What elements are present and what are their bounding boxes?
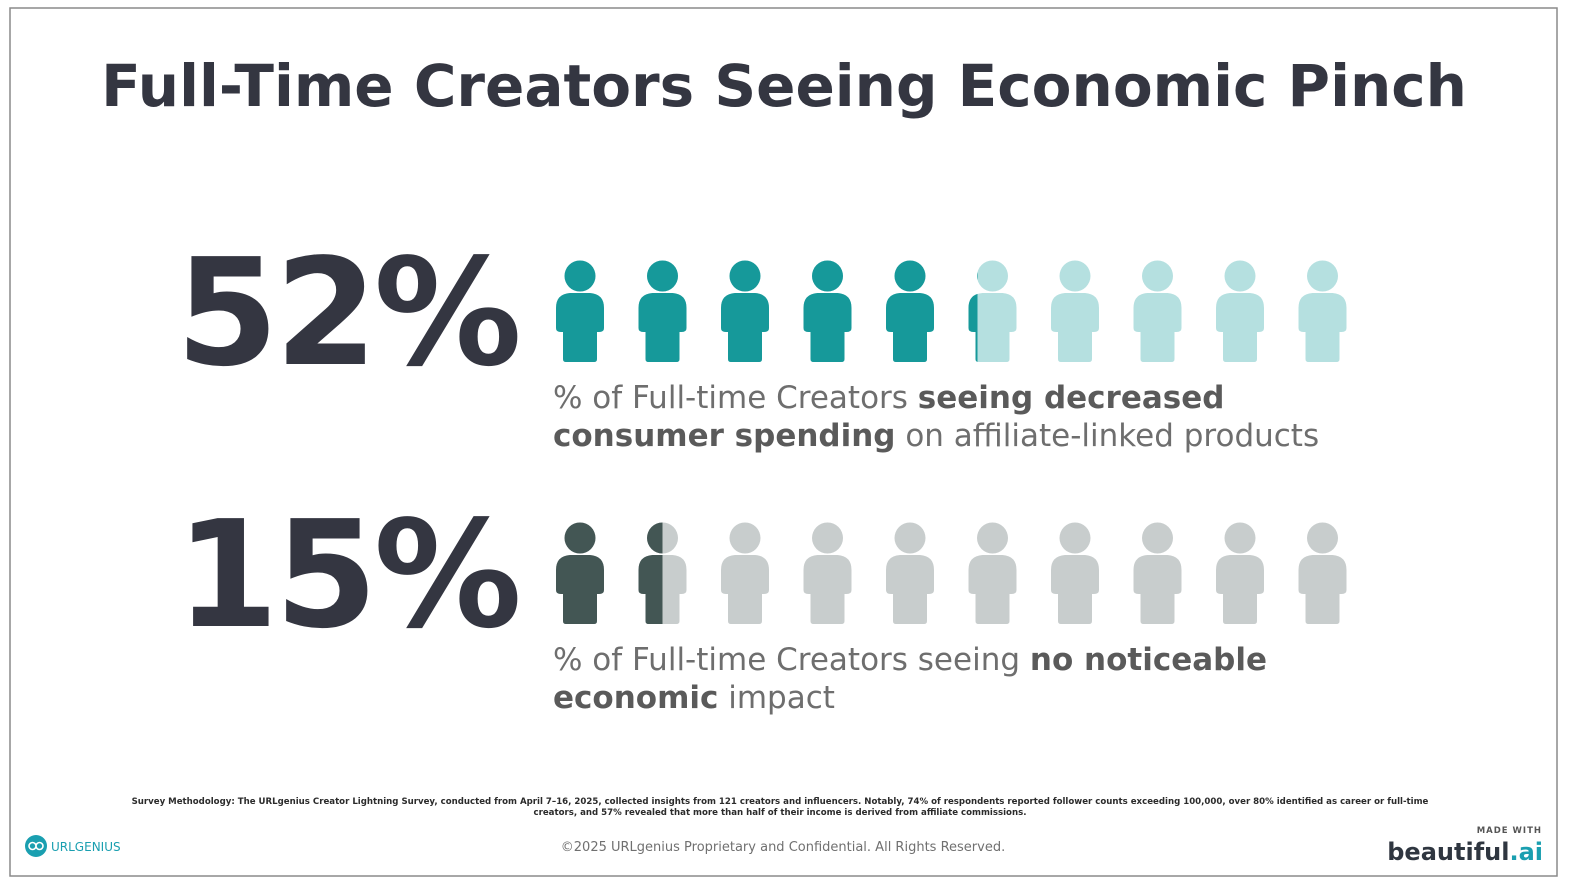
icon	[803, 260, 852, 362]
big-percent: 15%	[176, 489, 518, 661]
icon-empty-body	[1298, 555, 1347, 624]
icon-empty-head	[894, 522, 926, 554]
logo-glyph	[28, 841, 44, 851]
icon-fill-body	[968, 293, 978, 362]
icon-fill-body	[556, 555, 604, 624]
icon-fill-head	[564, 522, 596, 554]
icon-fill-body	[638, 293, 687, 362]
logo: URLGENIUS	[25, 835, 121, 857]
caption-text: on affiliate-linked products	[895, 418, 1319, 454]
icon-empty-body	[721, 555, 769, 624]
icon-empty-body	[886, 555, 934, 624]
icon	[968, 522, 1017, 624]
logo-text: URLGENIUS	[51, 840, 121, 854]
icon-fill-body	[803, 293, 852, 362]
icon	[803, 522, 852, 624]
icon-filled	[803, 260, 852, 362]
icon-empty-body	[968, 293, 1017, 362]
footnote: Survey Methodology: The URLgenius Creato…	[132, 797, 1429, 807]
footnote: creators, and 57% revealed that more tha…	[534, 808, 1027, 818]
badge-caption: MADE WITH	[1477, 826, 1542, 836]
icon-empty-body	[1051, 293, 1099, 362]
icon-empty-head	[1307, 260, 1338, 292]
caption-line: economic impact	[553, 680, 835, 716]
caption-text: % of Full-time Creators seeing	[553, 642, 1030, 678]
icon-empty-head	[1059, 522, 1091, 554]
icon	[721, 522, 769, 624]
icon	[1051, 260, 1099, 362]
icon	[1298, 522, 1347, 624]
icon	[1216, 260, 1264, 362]
caption-text: impact	[718, 680, 835, 716]
icon	[1133, 522, 1182, 624]
caption-line: consumer spending on affiliate-linked pr…	[553, 418, 1319, 454]
icon-empty-head	[1142, 522, 1173, 554]
icon-fill-body	[638, 555, 663, 624]
caption-text: % of Full-time Creators	[553, 380, 918, 416]
icon	[1298, 260, 1347, 362]
icon-empty-body	[1216, 555, 1264, 624]
icon-fill-head	[564, 260, 596, 292]
icon-empty-body	[1133, 555, 1182, 624]
icon	[638, 522, 687, 624]
icon-empty-head	[729, 522, 761, 554]
icon-filled	[886, 260, 934, 362]
icon-empty-head	[1059, 260, 1091, 292]
icon-fill-head	[647, 522, 663, 554]
big-percent: 52%	[176, 227, 518, 399]
icon	[886, 522, 934, 624]
icon-empty-body	[968, 555, 1017, 624]
icon	[638, 260, 687, 362]
caption-bold: consumer spending	[553, 418, 895, 454]
slide-title: Full-Time Creators Seeing Economic Pinch	[101, 52, 1467, 120]
icon-fill-body	[721, 293, 769, 362]
icon-filled	[556, 260, 604, 362]
icon-empty-head	[1224, 522, 1256, 554]
icon-fill-head	[729, 260, 761, 292]
icon-empty-head	[812, 522, 843, 554]
icon-filled	[638, 260, 687, 362]
icon	[1133, 260, 1182, 362]
icon	[1051, 522, 1099, 624]
caption-line: % of Full-time Creators seeing no notice…	[553, 642, 1267, 678]
icon-empty-body	[1298, 293, 1347, 362]
caption-line: % of Full-time Creators seeing decreased	[553, 380, 1224, 416]
icon-empty-head	[1224, 260, 1256, 292]
caption-bold: no noticeable	[1030, 642, 1267, 678]
icon-fill-head	[812, 260, 843, 292]
badge: beautiful.ai	[1387, 838, 1543, 866]
icon-empty-body	[1133, 293, 1182, 362]
icon-filled	[556, 522, 604, 624]
caption-bold: seeing decreased	[918, 380, 1225, 416]
icon-filled	[638, 522, 663, 624]
icon-fill-body	[886, 293, 934, 362]
icon-filled	[968, 272, 978, 362]
icon-empty-body	[1051, 555, 1099, 624]
icon-empty-head	[977, 522, 1008, 554]
icon	[1216, 522, 1264, 624]
icon	[556, 260, 604, 362]
icon-empty-head	[1307, 522, 1338, 554]
icon-fill-body	[556, 293, 604, 362]
icon	[556, 522, 604, 624]
slide-frame	[9, 7, 1558, 877]
caption-bold: economic	[553, 680, 718, 716]
icon	[968, 260, 1017, 362]
badge-part: beautiful	[1387, 838, 1509, 866]
icon	[886, 260, 934, 362]
icon-fill-head	[894, 260, 926, 292]
copyright: ©2025 URLgenius Proprietary and Confiden…	[561, 840, 1005, 855]
icon-fill-head	[977, 272, 978, 280]
icon-empty-head	[977, 260, 1008, 292]
icon-empty-body	[803, 555, 852, 624]
icon-filled	[721, 260, 769, 362]
icon-fill-head	[647, 260, 678, 292]
icon-empty-body	[1216, 293, 1264, 362]
icon-empty-head	[1142, 260, 1173, 292]
icon	[721, 260, 769, 362]
badge-part: .ai	[1509, 838, 1543, 866]
